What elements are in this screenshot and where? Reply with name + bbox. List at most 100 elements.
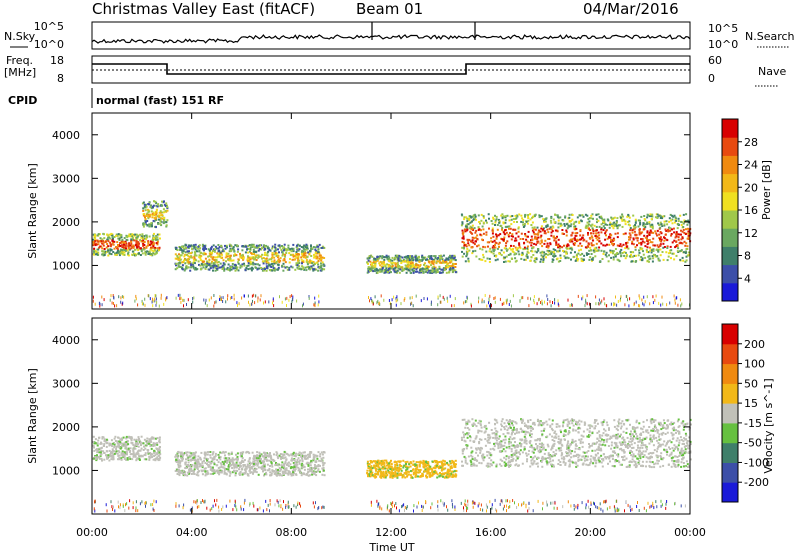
- scatter-cell: [608, 235, 610, 238]
- scatter-cell: [502, 215, 505, 218]
- scatter-cell: [118, 456, 121, 459]
- scatter-cell: [451, 254, 454, 257]
- scatter-cell: [185, 246, 187, 249]
- scatter-cell: [383, 270, 386, 273]
- range-tick-label: 3000: [52, 172, 80, 185]
- scatter-cell: [680, 220, 683, 223]
- scatter-cell: [399, 258, 402, 261]
- scatter-cell: [498, 221, 501, 224]
- scatter-cell: [537, 240, 540, 243]
- scatter-cell: [212, 452, 215, 455]
- scatter-cell: [667, 230, 670, 232]
- scatter-cell: [207, 451, 210, 454]
- scatter-cell: [371, 267, 374, 270]
- scatter-cell: [92, 242, 95, 245]
- scatter-cell: [625, 294, 627, 298]
- scatter-cell: [485, 233, 488, 236]
- scatter-cell: [308, 295, 310, 298]
- colorbar-segment: [722, 191, 738, 211]
- scatter-cell: [123, 295, 125, 299]
- scatter-cell: [301, 457, 303, 460]
- scatter-cell: [218, 266, 221, 269]
- scatter-cell: [434, 256, 437, 259]
- scatter-cell: [234, 253, 237, 256]
- scatter-cell: [377, 257, 380, 260]
- scatter-cell: [121, 450, 124, 453]
- scatter-cell: [166, 209, 169, 212]
- scatter-cell: [482, 256, 485, 259]
- scatter-cell: [574, 234, 577, 237]
- scatter-cell: [162, 222, 165, 225]
- scatter-cell: [505, 249, 508, 252]
- scatter-cell: [206, 262, 209, 265]
- scatter-cell: [533, 301, 535, 305]
- scatter-cell: [317, 464, 320, 466]
- scatter-cell: [131, 237, 134, 239]
- scatter-cell: [299, 471, 302, 474]
- scatter-cell: [433, 265, 436, 268]
- scatter-cell: [271, 255, 274, 258]
- scatter-cell: [610, 256, 613, 259]
- scatter-cell: [99, 240, 102, 243]
- scatter-cell: [491, 227, 494, 230]
- scatter-cell: [516, 221, 518, 223]
- scatter-cell: [391, 259, 394, 262]
- scatter-cell: [129, 235, 132, 238]
- scatter-cell: [449, 267, 452, 270]
- colorbar-segment: [722, 155, 738, 175]
- scatter-cell: [155, 303, 157, 307]
- scatter-cell: [566, 227, 569, 230]
- scatter-cell: [449, 294, 451, 298]
- scatter-cell: [585, 252, 588, 255]
- scatter-cell: [158, 215, 161, 218]
- scatter-cell: [142, 225, 145, 228]
- scatter-cell: [236, 266, 239, 269]
- scatter-cell: [411, 296, 413, 300]
- scatter-cell: [492, 248, 495, 251]
- scatter-cell: [291, 258, 294, 261]
- scatter-cell: [102, 252, 105, 255]
- scatter-cell: [397, 298, 399, 302]
- scatter-cell: [618, 245, 621, 247]
- scatter-cell: [557, 243, 560, 246]
- nave-tick-top: 60: [708, 54, 722, 67]
- scatter-cell: [230, 268, 233, 271]
- scatter-cell: [139, 239, 142, 242]
- scatter-cell: [531, 221, 534, 224]
- scatter-cell: [94, 250, 97, 252]
- scatter-cell: [270, 472, 273, 475]
- scatter-cell: [526, 247, 529, 250]
- scatter-cell: [166, 296, 168, 300]
- scatter-cell: [439, 300, 441, 304]
- scatter-cell: [220, 257, 223, 259]
- scatter-cell: [276, 268, 279, 271]
- scatter-cell: [137, 245, 140, 248]
- scatter-cell: [600, 231, 603, 234]
- scatter-cell: [604, 244, 607, 247]
- scatter-cell: [206, 463, 208, 465]
- scatter-cell: [135, 453, 138, 456]
- scatter-cell: [257, 244, 260, 247]
- scatter-cell: [129, 447, 132, 450]
- scatter-cell: [193, 262, 196, 265]
- scatter-cell: [110, 248, 113, 251]
- scatter-cell: [646, 246, 649, 249]
- scatter-cell: [290, 453, 293, 456]
- scatter-cell: [564, 256, 567, 259]
- scatter-cell: [513, 239, 516, 242]
- scatter-cell: [221, 264, 224, 267]
- scatter-cell: [295, 246, 298, 249]
- scatter-cell: [141, 302, 143, 306]
- scatter-cell: [523, 246, 526, 249]
- scatter-cell: [270, 458, 273, 461]
- scatter-cell: [293, 459, 296, 461]
- scatter-cell: [304, 246, 307, 249]
- scatter-cell: [188, 250, 190, 253]
- scatter-cell: [401, 256, 404, 259]
- scatter-cell: [121, 438, 124, 441]
- scatter-cell: [615, 220, 618, 223]
- scatter-cell: [248, 248, 251, 250]
- scatter-cell: [562, 219, 565, 222]
- scatter-cell: [322, 456, 325, 459]
- scatter-cell: [257, 256, 260, 259]
